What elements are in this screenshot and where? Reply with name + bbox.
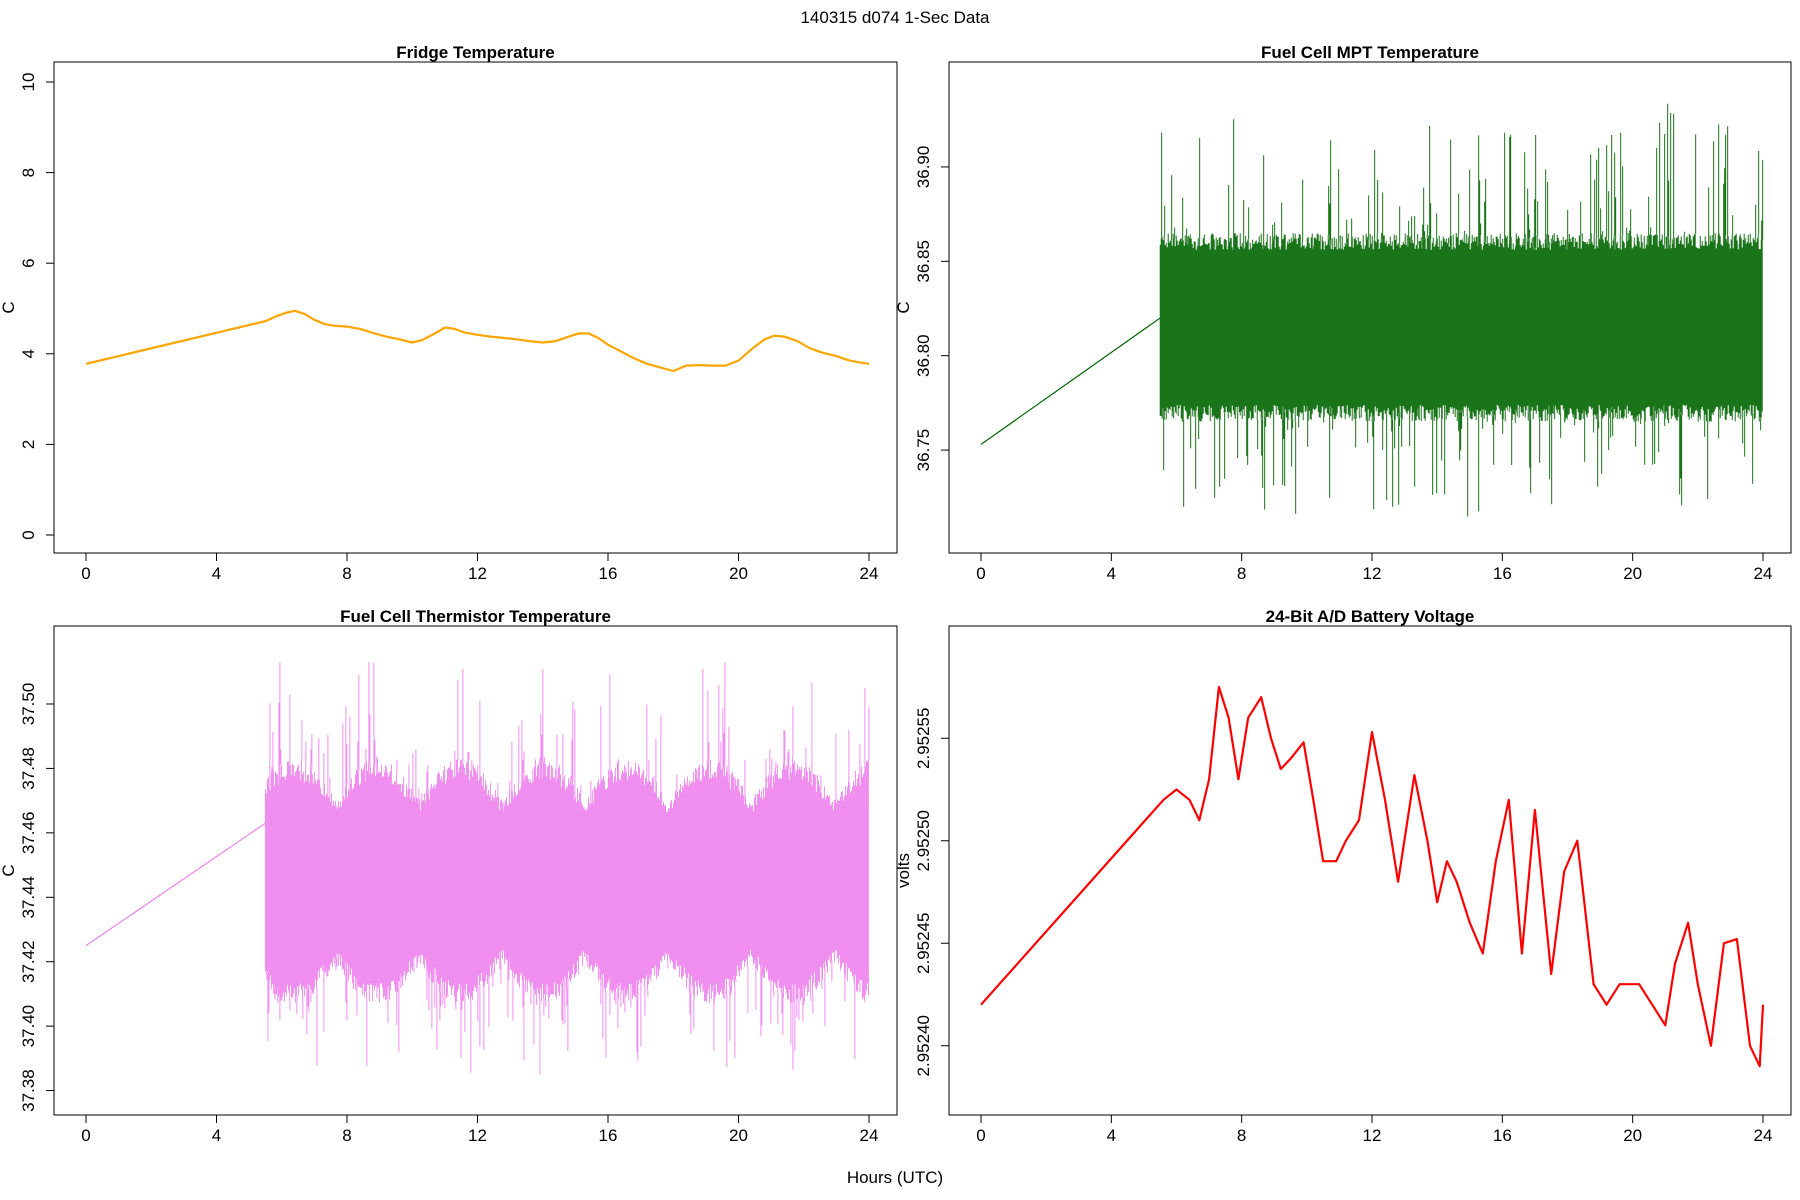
x-tick-label: 16 (1493, 564, 1512, 583)
y-tick-label: 36.80 (914, 334, 933, 377)
series-line (980, 317, 1161, 445)
y-tick-label: 2.95250 (914, 810, 933, 871)
chart-title: Fridge Temperature (396, 43, 554, 62)
x-tick-label: 8 (342, 564, 351, 583)
chart-title: Fuel Cell Thermistor Temperature (340, 607, 611, 626)
x-tick-label: 0 (81, 564, 90, 583)
plot-area (85, 309, 870, 373)
y-tick-label: 36.85 (914, 240, 933, 283)
x-tick-label: 0 (976, 1126, 985, 1145)
x-tick-label: 0 (976, 564, 985, 583)
chart-panel-2: Fuel Cell MPT Temperature 0 4 8 12 16 20 24 36.7… (894, 43, 1792, 583)
series-noise-band (1159, 103, 1764, 517)
series-line (85, 309, 870, 373)
x-tick-label: 8 (1237, 564, 1246, 583)
y-axis-label: C (0, 864, 18, 876)
x-tick-label: 8 (1237, 1126, 1246, 1145)
y-tick-label: 4 (19, 349, 38, 358)
x-tick-label: 4 (212, 564, 221, 583)
plot-frame (948, 61, 1792, 554)
y-tick-label: 37.40 (19, 1005, 38, 1048)
plot-frame (53, 61, 898, 554)
y-tick-label: 2.95255 (914, 708, 933, 769)
plot-area (980, 103, 1764, 517)
y-tick-label: 2 (19, 440, 38, 449)
y-tick-label: 37.46 (19, 812, 38, 855)
y-tick-label: 37.44 (19, 876, 38, 919)
plot-area (85, 662, 870, 1075)
x-tick-label: 4 (1107, 1126, 1116, 1145)
x-tick-label: 8 (342, 1126, 351, 1145)
chart-title: 24-Bit A/D Battery Voltage (1266, 607, 1475, 626)
x-tick-label: 4 (1107, 564, 1116, 583)
figure-xlabel: Hours (UTC) (847, 1168, 943, 1187)
plot-frame (948, 625, 1792, 1116)
x-tick-label: 24 (1754, 1126, 1773, 1145)
y-tick-label: 0 (19, 530, 38, 539)
figure-suptitle: 140315 d074 1-Sec Data (800, 8, 990, 27)
y-tick-label: 37.50 (19, 683, 38, 726)
x-tick-label: 4 (212, 1126, 221, 1145)
x-tick-label: 20 (1623, 564, 1642, 583)
y-tick-label: 6 (19, 258, 38, 267)
plot-frame (53, 625, 898, 1116)
x-tick-label: 24 (1754, 564, 1773, 583)
x-tick-label: 12 (1363, 1126, 1382, 1145)
x-tick-label: 24 (860, 1126, 879, 1145)
y-tick-label: 37.38 (19, 1069, 38, 1112)
plot-area (980, 685, 1765, 1068)
chart-panel-4: 24-Bit A/D Battery Voltage 0 4 8 12 16 20 24 2.9… (894, 607, 1792, 1145)
x-tick-label: 16 (599, 1126, 618, 1145)
chart-panel-3: Fuel Cell Thermistor Temperature 0 4 8 12 16 2… (0, 607, 898, 1145)
series-noise-band (264, 662, 870, 1075)
y-axis-label: C (0, 301, 18, 313)
y-tick-label: 2.95245 (914, 913, 933, 974)
chart-title: Fuel Cell MPT Temperature (1261, 43, 1479, 62)
y-tick-label: 37.48 (19, 747, 38, 790)
x-tick-label: 16 (599, 564, 618, 583)
y-tick-label: 36.90 (914, 146, 933, 189)
y-axis-label: C (894, 301, 913, 313)
x-tick-label: 24 (860, 564, 879, 583)
y-tick-label: 36.75 (914, 429, 933, 472)
x-tick-label: 12 (1363, 564, 1382, 583)
x-tick-label: 16 (1493, 1126, 1512, 1145)
x-tick-label: 20 (729, 564, 748, 583)
y-tick-label: 10 (19, 73, 38, 92)
y-tick-label: 8 (19, 168, 38, 177)
series-line (85, 822, 266, 947)
x-tick-label: 12 (468, 564, 487, 583)
y-axis-label: volts (894, 853, 913, 888)
x-tick-label: 12 (468, 1126, 487, 1145)
y-tick-label: 37.42 (19, 940, 38, 983)
x-tick-label: 20 (1623, 1126, 1642, 1145)
series-line (980, 685, 1765, 1068)
x-tick-label: 0 (81, 1126, 90, 1145)
x-tick-label: 20 (729, 1126, 748, 1145)
y-tick-label: 2.95240 (914, 1015, 933, 1076)
